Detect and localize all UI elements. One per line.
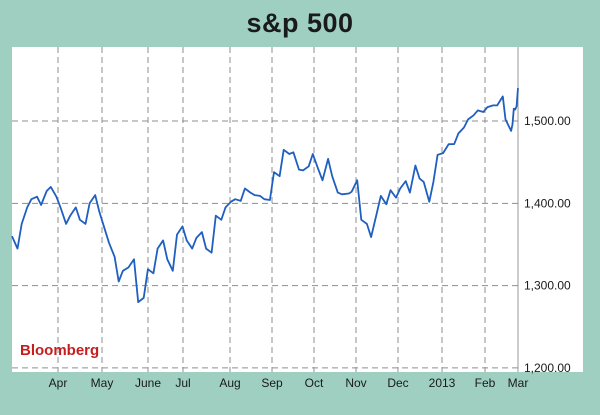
y-axis: 1,200.00 1,300.00 1,400.00 1,500.00 — [524, 114, 571, 375]
x-tick-label: June — [135, 376, 161, 390]
y-tick-label: 1,300.00 — [524, 279, 571, 293]
x-tick-label: Oct — [305, 376, 324, 390]
series-line — [11, 88, 519, 304]
y-axis-panel — [518, 47, 583, 372]
grid — [12, 47, 518, 372]
x-tick-label: Sep — [261, 376, 283, 390]
bloomberg-watermark: Bloomberg — [20, 342, 99, 359]
x-tick-label: May — [91, 376, 114, 390]
series-layer — [11, 88, 519, 304]
x-tick-label: 2013 — [429, 376, 456, 390]
x-tick-label: Nov — [345, 376, 366, 390]
x-tick-label: Aug — [219, 376, 240, 390]
x-tick-label: Feb — [475, 376, 496, 390]
x-tick-label: Jul — [175, 376, 190, 390]
x-axis: Apr May June Jul Aug Sep Oct Nov Dec 2013 Feb Mar — [49, 376, 529, 390]
x-tick-label: Apr — [49, 376, 68, 390]
plot-area — [12, 47, 518, 372]
chart-title: s&p 500 — [246, 8, 354, 38]
x-tick-label: Dec — [387, 376, 408, 390]
y-tick-label: 1,400.00 — [524, 196, 571, 210]
y-tick-label: 1,500.00 — [524, 114, 571, 128]
x-tick-label: Mar — [508, 376, 529, 390]
y-tick-label: 1,200.00 — [524, 361, 571, 375]
